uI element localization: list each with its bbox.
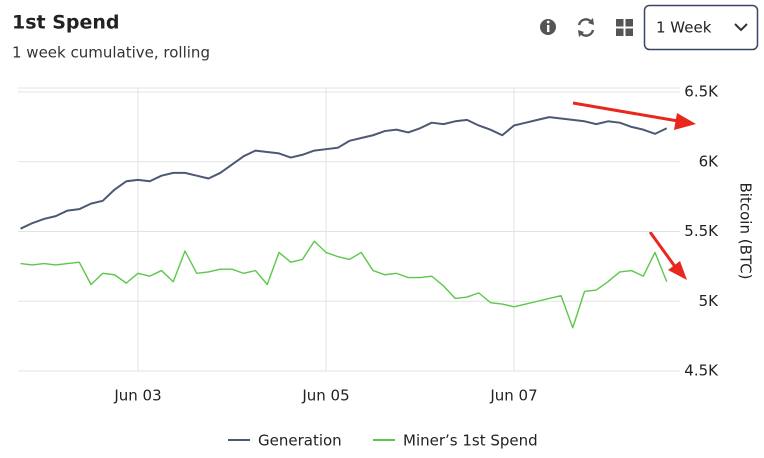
series-line	[20, 240, 668, 329]
x-tick-label: Jun 07	[489, 387, 537, 405]
chart-title: 1st Spend	[12, 12, 120, 34]
legend-label: Miner’s 1st Spend	[403, 432, 538, 450]
legend-label: Generation	[258, 432, 342, 450]
y-tick-label: 5K	[699, 292, 720, 310]
y-tick-label: 6K	[699, 152, 720, 170]
dropdown-label: 1 Week	[656, 19, 712, 37]
info-button[interactable]	[540, 19, 556, 35]
layout-button[interactable]	[616, 19, 633, 36]
y-tick-label: 5.5K	[684, 222, 719, 240]
x-tick-label: Jun 03	[113, 387, 161, 405]
refresh-button[interactable]	[577, 18, 595, 37]
y-axis-label: Bitcoin (BTC)	[737, 183, 755, 280]
x-tick-label: Jun 05	[301, 387, 349, 405]
annotation-arrow	[572, 101, 696, 280]
series-line	[20, 116, 668, 230]
range-dropdown[interactable]: 1 Week	[643, 4, 759, 51]
chart-subtitle: 1 week cumulative, rolling	[12, 44, 210, 62]
y-tick-label: 4.5K	[684, 362, 719, 380]
y-tick-label: 6.5K	[684, 83, 719, 101]
